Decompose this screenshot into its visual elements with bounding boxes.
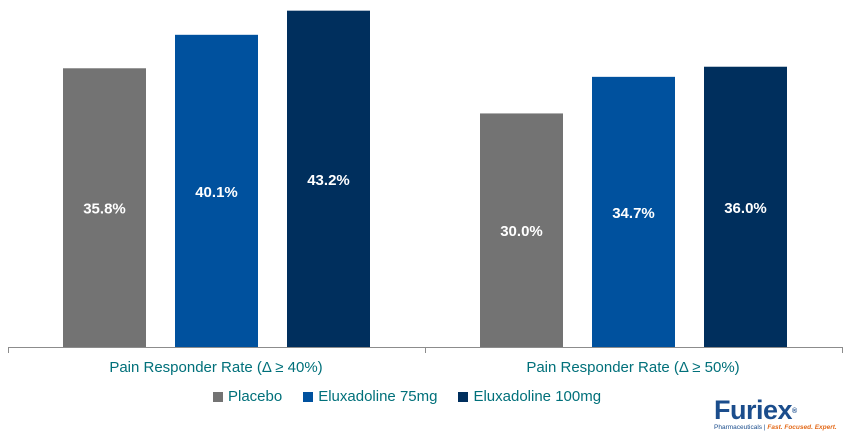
logo-divider: | [763,424,766,431]
data-label-eluxadoline-100mg-group-2: 36.0% [724,200,767,217]
data-label-placebo-group-2: 30.0% [500,223,543,240]
bar-placebo-group-1 [63,68,146,347]
legend-swatch-placebo [213,391,223,402]
bars-layer [63,10,787,348]
legend-label-eluxadoline-75mg: Eluxadoline 75mg [318,388,438,405]
x-tick-label-2: Pain Responder Rate (Δ ≥ 50%) [526,359,739,376]
bar-chart: 35.8% 40.1% 43.2% 30.0% 34.7% 36.0% Pain Resp… [8,10,843,376]
legend-label-placebo: Placebo [228,388,283,405]
logo-registered-mark: ® [792,408,797,415]
logo-company: Pharmaceuticals [714,424,763,431]
logo-tagline: Pharmaceuticals | Fast. Focused. Expert. [714,424,839,431]
logo-word: Furie [714,395,778,425]
logo-word-end: x [777,395,793,425]
bar-eluxadoline-100mg-group-1 [287,10,370,347]
logo-slogan: Fast. Focused. Expert. [767,424,837,431]
legend-swatch-eluxadoline-100mg [458,391,469,402]
bar-eluxadoline-100mg-group-2 [704,66,787,348]
x-axis: Pain Responder Rate (Δ ≥ 40%) Pain Respon… [8,347,843,376]
legend-item-eluxadoline-100mg: Eluxadoline 100mg [458,388,601,405]
legend-swatch-eluxadoline-75mg [303,391,314,402]
legend: Placebo Eluxadoline 75mg Eluxadoline 100… [213,388,622,405]
data-labels-layer: 35.8% 40.1% 43.2% 30.0% 34.7% 36.0% [83,172,767,240]
bar-eluxadoline-75mg-group-1 [175,34,258,347]
bar-eluxadoline-75mg-group-2 [592,76,675,347]
legend-label-eluxadoline-100mg: Eluxadoline 100mg [473,388,602,405]
furiex-logo: Furiex® Pharmaceuticals | Fast. Focused.… [714,395,839,432]
data-label-eluxadoline-75mg-group-1: 40.1% [195,184,238,201]
x-tick-label-1: Pain Responder Rate (Δ ≥ 40%) [109,359,322,376]
legend-item-eluxadoline-75mg: Eluxadoline 75mg [303,388,437,405]
bar-placebo-group-2 [480,113,563,347]
legend-item-placebo: Placebo [213,388,282,405]
logo-wordmark: Furiex® [714,395,839,425]
data-label-eluxadoline-75mg-group-2: 34.7% [612,205,655,222]
data-label-eluxadoline-100mg-group-1: 43.2% [307,172,350,189]
data-label-placebo-group-1: 35.8% [83,201,126,218]
